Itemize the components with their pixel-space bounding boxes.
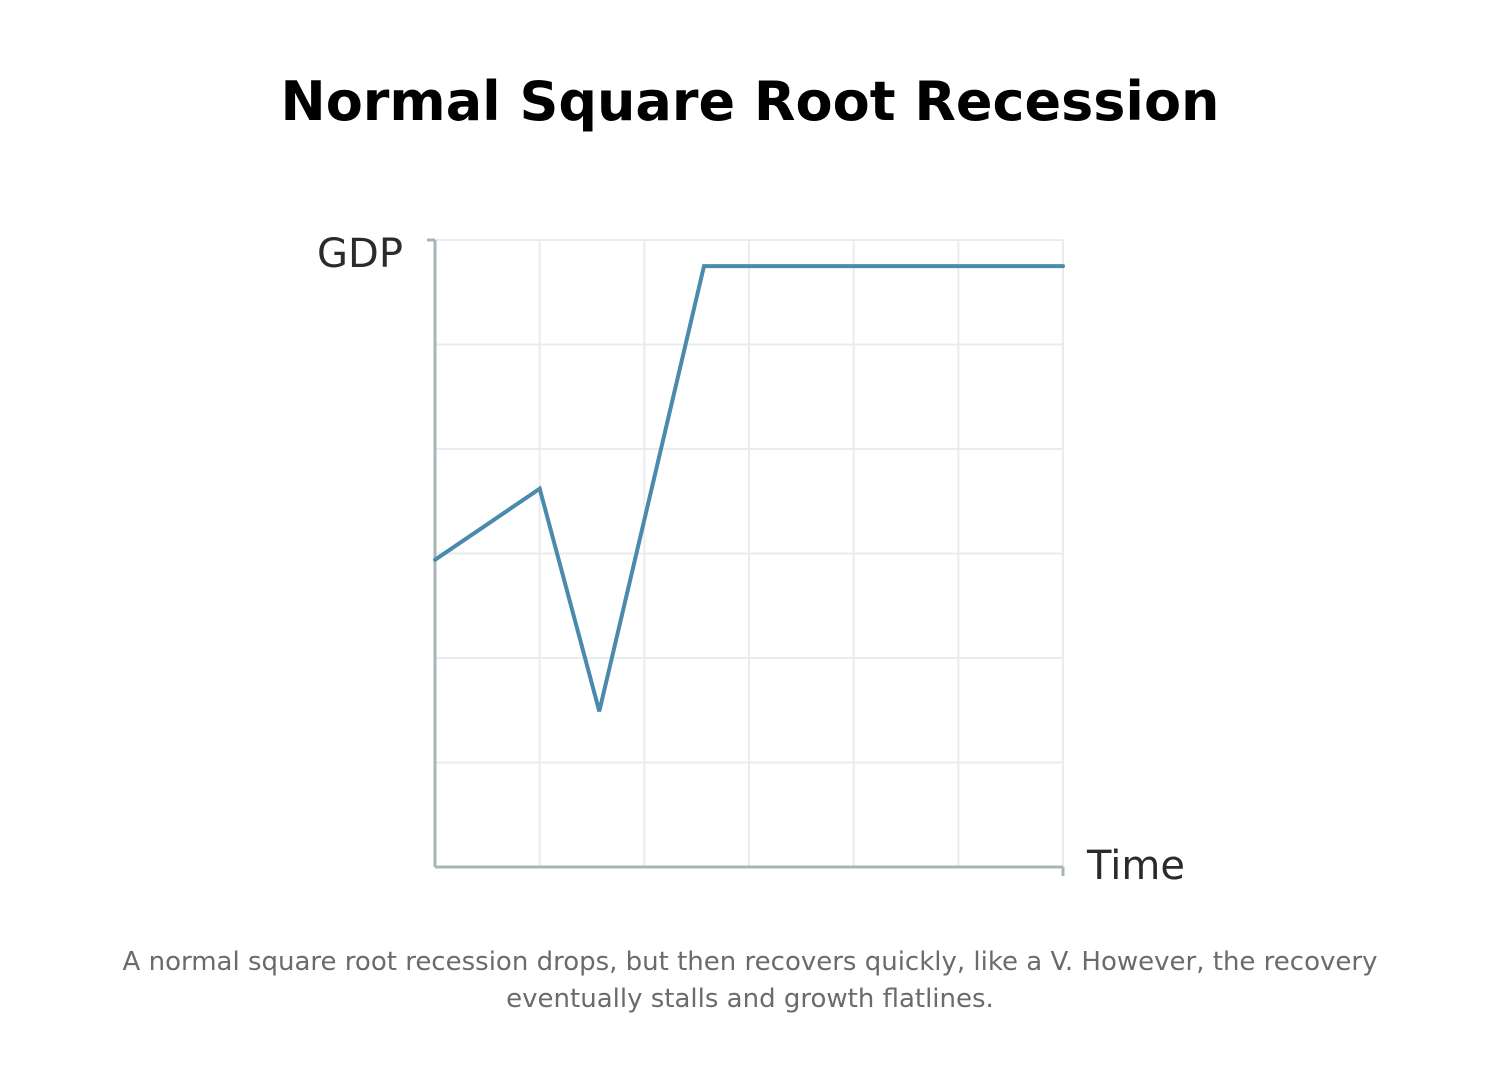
x-axis-label: Time [1086, 843, 1185, 889]
chart-title: Normal Square Root Recession [280, 70, 1220, 133]
chart-caption: A normal square root recession drops, bu… [122, 947, 1378, 1014]
series-line [433, 264, 1065, 712]
grid-lines [435, 239, 1064, 867]
series-layer [433, 264, 1065, 712]
y-axis-label: GDP [317, 231, 403, 277]
axes [427, 238, 1065, 876]
